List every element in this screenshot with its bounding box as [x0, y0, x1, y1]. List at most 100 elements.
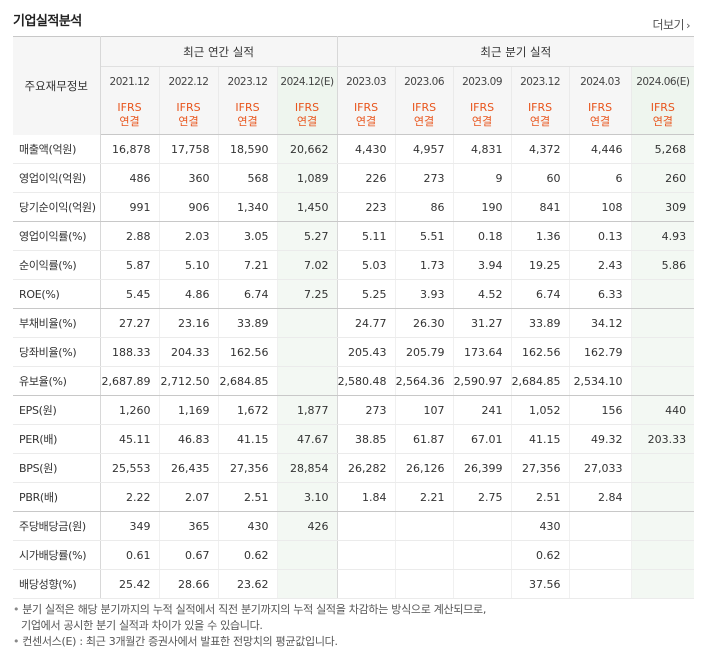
more-link[interactable]: 더보기 › [652, 16, 690, 33]
table-cell [568, 540, 632, 570]
table-cell: 27,033 [568, 453, 632, 483]
table-cell: 5.45 [99, 279, 159, 309]
note-1: • 분기 실적은 해당 분기까지의 누적 실적에서 직전 분기까지의 누적 실적을… [13, 603, 487, 616]
table-cell: 19.25 [510, 250, 570, 280]
table-cell: 17,758 [158, 134, 218, 164]
table-cell: 26.30 [394, 308, 454, 338]
table-cell [276, 308, 338, 338]
table-cell [394, 511, 454, 541]
table-cell [336, 569, 396, 599]
row-label: 당기순이익(억원) [13, 192, 101, 222]
table-cell: 1,260 [99, 395, 159, 425]
table-cell: 2,684.85 [217, 366, 277, 396]
table-cell: 2.07 [158, 482, 218, 512]
period-header: 2021.12 [100, 66, 159, 96]
table-cell [630, 540, 695, 570]
table-cell: 16,878 [99, 134, 159, 164]
period-header: 2024.12(E) [276, 66, 338, 96]
table-cell: 3.05 [217, 221, 277, 251]
table-cell [630, 482, 695, 512]
financial-table: 주요재무정보 최근 연간 실적 최근 분기 실적 2021.12 2022.12 2… [13, 36, 695, 599]
table-cell: 162.79 [568, 337, 632, 367]
table-cell: 1.36 [510, 221, 570, 251]
more-label: 더보기 [652, 18, 685, 32]
table-cell [630, 308, 695, 338]
table-cell [394, 540, 454, 570]
table-cell [276, 540, 338, 570]
table-cell [452, 511, 512, 541]
table-cell: 205.43 [336, 337, 396, 367]
row-label: 배당성향(%) [13, 569, 101, 599]
table-cell: 309 [630, 192, 695, 222]
table-cell: 426 [276, 511, 338, 541]
table-cell: 31.27 [452, 308, 512, 338]
table-cell: 9 [452, 163, 512, 193]
group-quarterly: 최근 분기 실적 [336, 36, 695, 67]
table-cell: 205.79 [394, 337, 454, 367]
ifrs-label: IFRS 연결 [630, 96, 695, 135]
table-cell: 6.74 [217, 279, 277, 309]
table-cell: 360 [158, 163, 218, 193]
ifrs-label: IFRS 연결 [276, 96, 338, 135]
row-label: 순이익률(%) [13, 250, 101, 280]
table-cell: 4,430 [336, 134, 396, 164]
table-cell: 1,169 [158, 395, 218, 425]
table-cell [568, 569, 632, 599]
table-cell: 25,553 [99, 453, 159, 483]
table-cell: 37.56 [510, 569, 570, 599]
table-cell: 906 [158, 192, 218, 222]
table-cell: 5.25 [336, 279, 396, 309]
table-cell: 61.87 [394, 424, 454, 454]
table-cell: 7.02 [276, 250, 338, 280]
table-row: 영업이익률(%) 2.88 2.03 3.05 5.27 5.11 5.51 0.18 1.36… [13, 221, 695, 251]
table-cell: 2.51 [510, 482, 570, 512]
table-cell: 1,340 [217, 192, 277, 222]
table-cell: 1,089 [276, 163, 338, 193]
note-2: 기업에서 공시한 분기 실적과 차이가 있을 수 있습니다. [21, 619, 263, 632]
table-cell: 26,399 [452, 453, 512, 483]
table-cell: 2,687.89 [99, 366, 159, 396]
period-header: 2023.09 [452, 66, 512, 96]
table-cell: 4.52 [452, 279, 512, 309]
ifrs-label: IFRS 연결 [336, 96, 396, 135]
table-cell: 46.83 [158, 424, 218, 454]
row-label: 매출액(억원) [13, 134, 101, 164]
table-cell: 365 [158, 511, 218, 541]
row-label: BPS(원) [13, 453, 101, 483]
table-cell: 5.10 [158, 250, 218, 280]
table-cell: 2.51 [217, 482, 277, 512]
table-cell: 2,534.10 [568, 366, 632, 396]
table-cell: 0.62 [217, 540, 277, 570]
table-cell: 5,268 [630, 134, 695, 164]
table-cell: 203.33 [630, 424, 695, 454]
table-cell: 430 [217, 511, 277, 541]
footnotes: • 분기 실적은 해당 분기까지의 누적 실적에서 직전 분기까지의 누적 실적을… [13, 602, 486, 650]
note-3: • 컨센서스(E) : 최근 3개월간 증권사에서 발표한 전망치의 평균값입니다… [13, 635, 338, 648]
table-cell [452, 569, 512, 599]
table-cell: 27,356 [510, 453, 570, 483]
row-label: 부채비율(%) [13, 308, 101, 338]
table-cell: 25.42 [99, 569, 159, 599]
table-cell: 34.12 [568, 308, 632, 338]
table-cell: 0.67 [158, 540, 218, 570]
table-cell: 28.66 [158, 569, 218, 599]
table-cell: 47.67 [276, 424, 338, 454]
table-cell: 23.62 [217, 569, 277, 599]
table-cell: 26,282 [336, 453, 396, 483]
table-cell: 7.21 [217, 250, 277, 280]
table-cell: 223 [336, 192, 396, 222]
ifrs-label: IFRS 연결 [394, 96, 454, 135]
table-row: EPS(원) 1,260 1,169 1,672 1,877 273 107 241 1,052… [13, 395, 695, 425]
table-cell [394, 569, 454, 599]
table-cell: 41.15 [510, 424, 570, 454]
table-cell: 4,831 [452, 134, 512, 164]
table-cell [276, 337, 338, 367]
table-row: 주당배당금(원) 349 365 430 426 430 [13, 511, 695, 541]
table-cell: 241 [452, 395, 512, 425]
table-row: 부채비율(%) 27.27 23.16 33.89 24.77 26.30 31.27 33.… [13, 308, 695, 338]
table-cell: 2,590.97 [452, 366, 512, 396]
row-label: 시가배당률(%) [13, 540, 101, 570]
table-cell: 23.16 [158, 308, 218, 338]
table-cell: 440 [630, 395, 695, 425]
period-header: 2022.12 [158, 66, 218, 96]
